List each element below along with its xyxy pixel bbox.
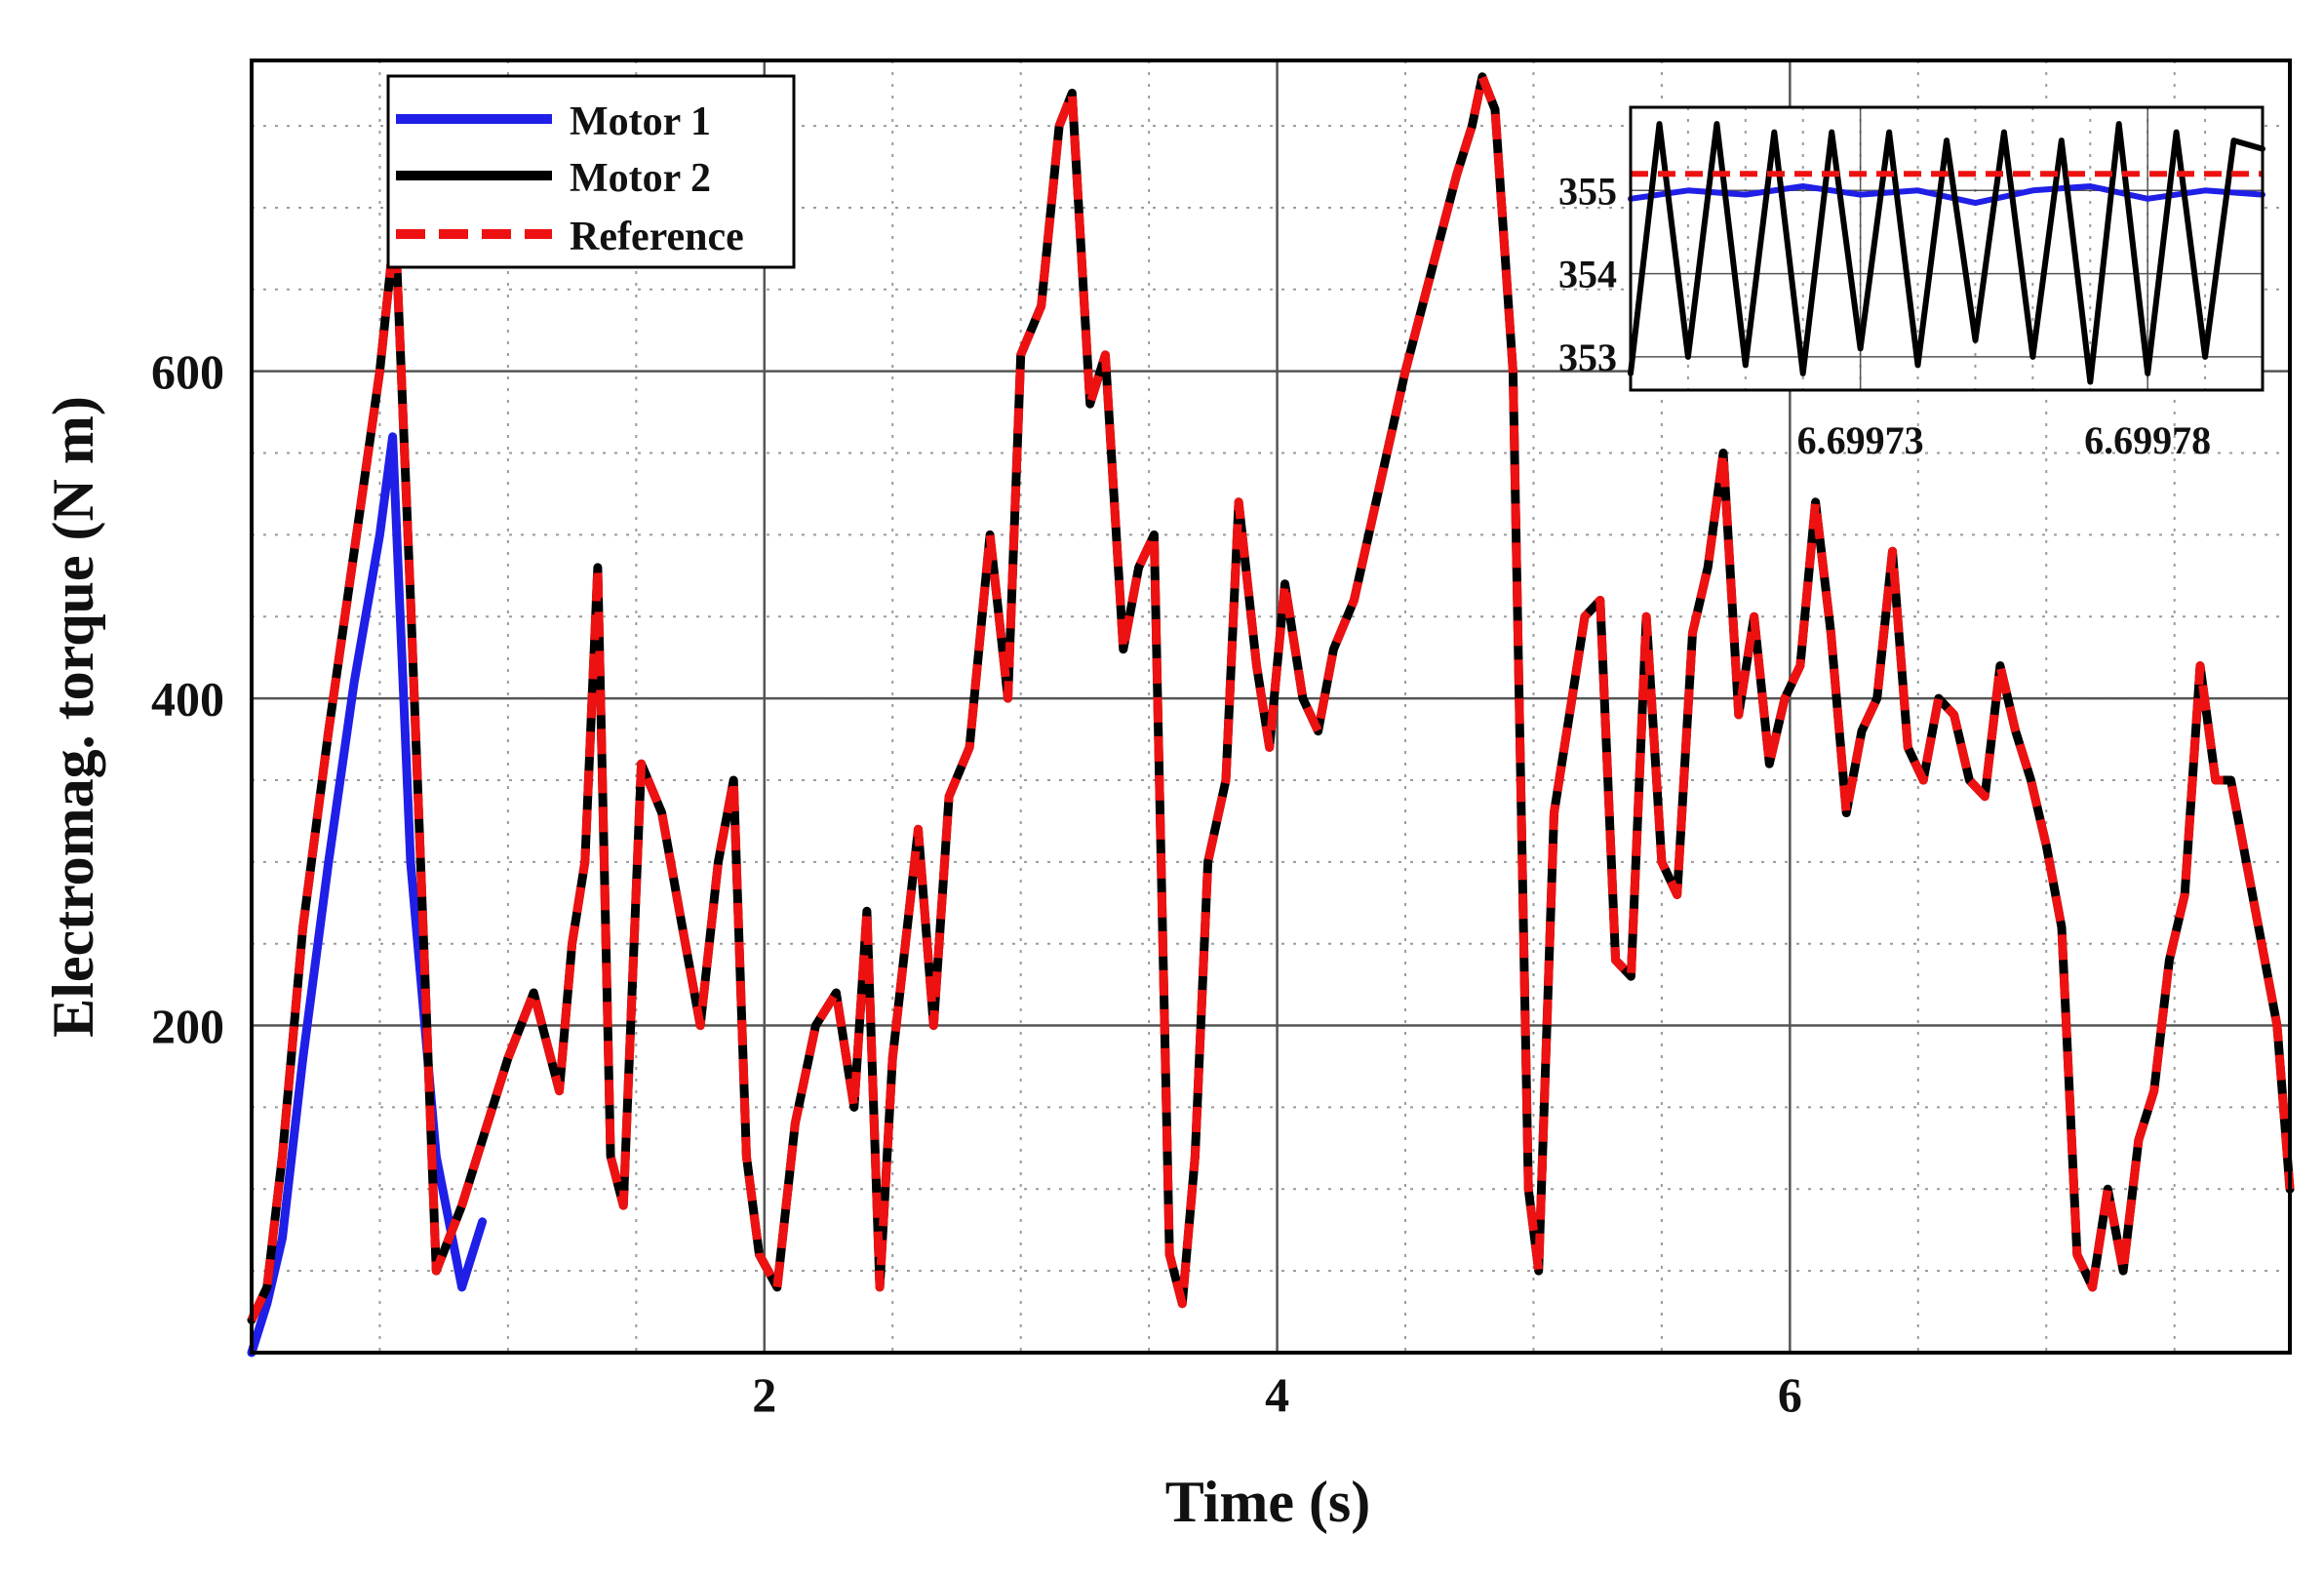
y-axis-label: Electromag. torque (N m): [41, 396, 105, 1038]
main-ticks: 2 4 6 200 400 600: [151, 344, 1802, 1422]
inset-chart: 6.69973 6.69978 353 354 355: [1558, 105, 2265, 462]
main-x-tick-label: 4: [1265, 1367, 1289, 1422]
inset-y-tick-label: 354: [1558, 253, 1617, 296]
main-y-tick-label: 200: [151, 999, 224, 1053]
main-y-tick-label: 400: [151, 672, 224, 727]
legend: Motor 1 Motor 2 Reference: [386, 74, 796, 269]
inset-x-tick-label: 6.69973: [1797, 418, 1924, 462]
main-series-line-motor-1: [247, 432, 488, 1358]
legend-label-motor-2: Motor 2: [570, 156, 711, 201]
legend-label-motor-1: Motor 1: [570, 99, 711, 144]
inset-series-line-motor-1: [1628, 183, 2265, 207]
main-x-tick-label: 6: [1778, 1367, 1802, 1422]
inset-series-line-motor-2: [1628, 121, 2265, 385]
main-x-tick-label: 2: [752, 1367, 776, 1422]
inset-x-tick-label: 6.69978: [2084, 418, 2211, 462]
main-y-tick-label: 600: [151, 344, 224, 399]
inset-frame: [1629, 105, 2265, 392]
inset-ticks: 6.69973 6.69978 353 354 355: [1558, 169, 2211, 462]
main-plot-frame: [250, 59, 2292, 1355]
inset-y-tick-label: 353: [1558, 335, 1617, 379]
legend-label-reference: Reference: [570, 215, 744, 259]
inset-y-tick-label: 355: [1558, 169, 1617, 213]
x-axis-label: Time (s): [1165, 1470, 1371, 1534]
main-series-group: [247, 72, 2295, 1358]
main-series-line-reference: [247, 72, 2295, 1322]
inset-series-group: [1628, 121, 2265, 385]
